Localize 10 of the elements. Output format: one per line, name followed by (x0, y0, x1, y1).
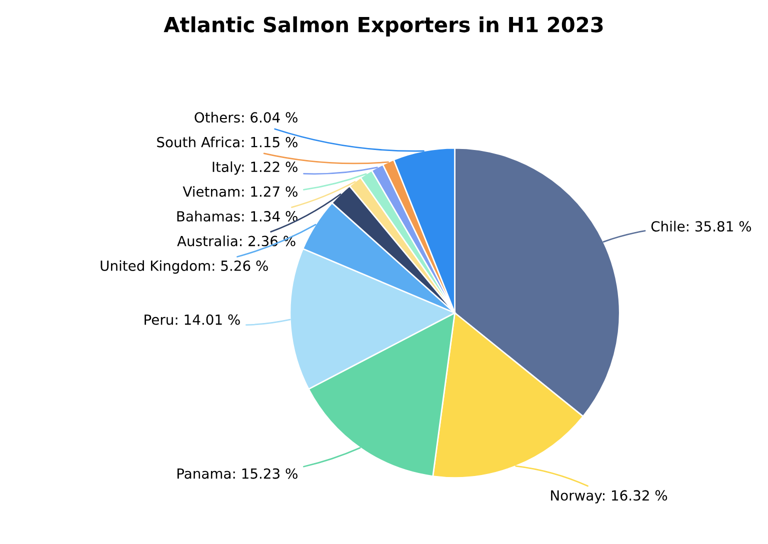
slice-label: United Kingdom: 5.26 % (100, 260, 268, 274)
slice-label: Vietnam: 1.27 % (182, 186, 298, 197)
slice-label: Others: 6.04 % (194, 112, 298, 123)
chart-title: Atlantic Salmon Exporters in H1 2023 (164, 16, 603, 36)
slice-label: South Africa: 1.15 % (157, 136, 298, 148)
slice-label: Italy: 1.22 % (212, 161, 298, 175)
slice-label: Panama: 15.23 % (177, 468, 298, 479)
slice-label: Peru: 14.01 % (144, 314, 240, 325)
slice-label: Norway: 16.32 % (551, 490, 668, 504)
slice-label: Chile: 35.81 % (651, 220, 752, 232)
